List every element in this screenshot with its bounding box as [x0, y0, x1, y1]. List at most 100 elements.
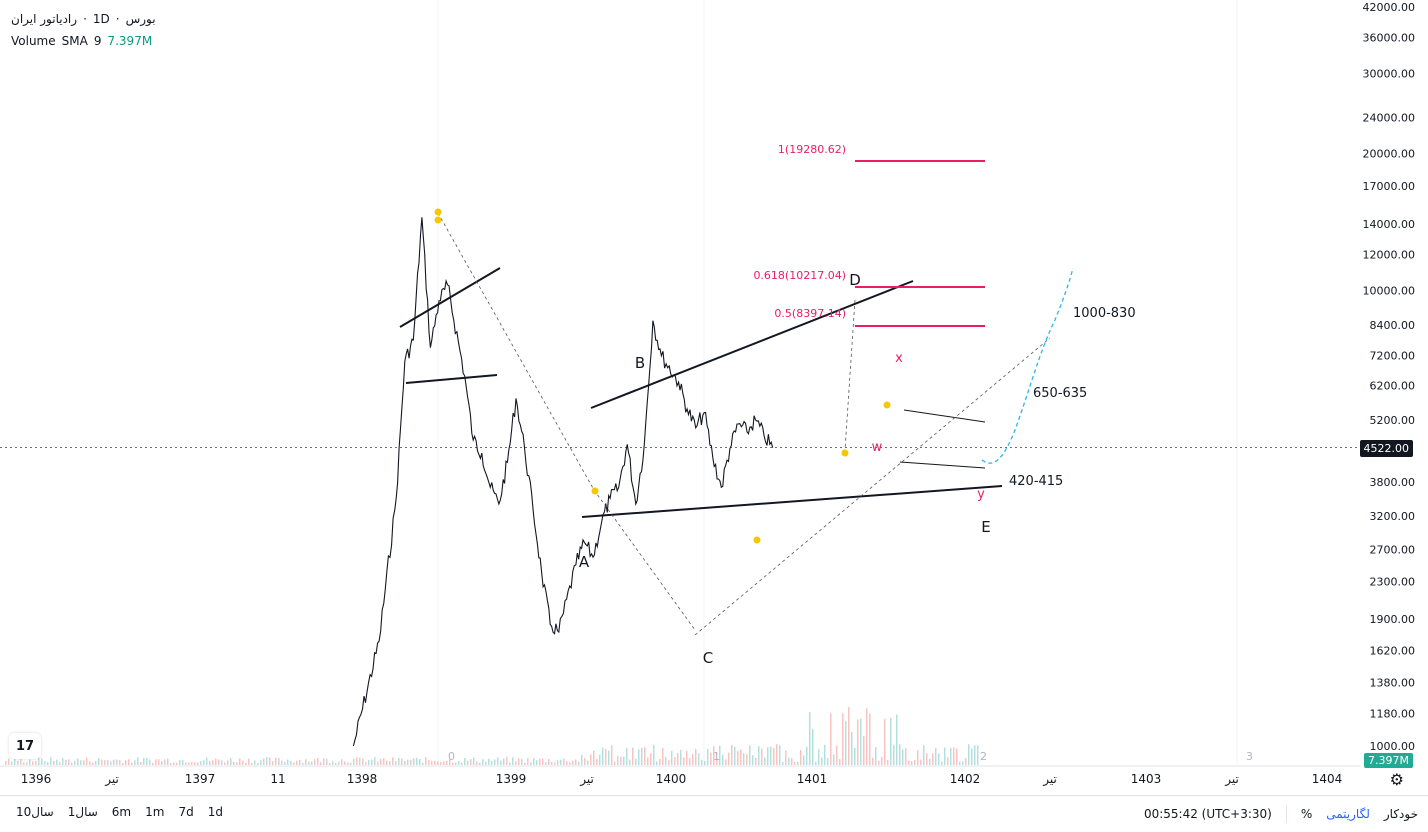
price-tick-label: 1900.00	[1370, 613, 1416, 626]
price-tick-label: 3800.00	[1370, 476, 1416, 489]
volume-bar	[386, 760, 388, 765]
price-tick-label: 1380.00	[1370, 676, 1416, 689]
price-tick-label: 1620.00	[1370, 645, 1416, 658]
volume-bar	[299, 759, 301, 765]
volume-bar	[464, 757, 466, 765]
volume-bar	[557, 760, 559, 765]
symbol-title[interactable]: رادیاتور ایران	[11, 12, 78, 26]
trend-line	[399, 267, 501, 328]
volume-bar	[608, 750, 610, 765]
volume-bar	[50, 757, 52, 765]
price-chart[interactable]: 1(19280.62) 0.618(10217.04) 0.5(8397.14) A B…	[0, 0, 1428, 795]
range-6m[interactable]: 6m	[111, 805, 132, 819]
time-tick-label: 1396	[21, 772, 52, 786]
volume-bar	[653, 745, 655, 765]
time-tick-label: 1400	[656, 772, 687, 786]
volume-bar	[548, 758, 550, 765]
percent-toggle[interactable]: %	[1300, 807, 1313, 821]
volume-bar	[896, 714, 898, 765]
volume-bar	[968, 744, 970, 765]
auto-toggle[interactable]: خودکار	[1383, 807, 1418, 821]
range-7d[interactable]: 7d	[178, 805, 194, 819]
divider	[1285, 805, 1287, 823]
volume-bar	[584, 758, 586, 765]
volume-bar	[56, 759, 58, 765]
volume-bar	[371, 759, 373, 765]
bottom-toolbar: 10سال 1سال 6m 1m 7d 1d 00:55:42 (UTC+3:3…	[0, 795, 1428, 832]
volume-bar	[731, 745, 733, 765]
volume-bar	[905, 748, 907, 765]
volume-label[interactable]: Volume	[11, 34, 56, 48]
price-line	[352, 217, 774, 747]
volume-bar	[209, 760, 211, 765]
volume-bar	[962, 761, 964, 765]
pivot-marker	[434, 216, 442, 224]
volume-bar	[449, 758, 451, 765]
volume-bar	[41, 758, 43, 765]
volume-bar	[869, 713, 871, 765]
volume-bar	[530, 762, 532, 765]
volume-bar	[338, 761, 340, 765]
volume-bar	[203, 760, 205, 765]
tradingview-logo-icon[interactable]: 17	[9, 733, 41, 759]
volume-bar	[26, 762, 28, 765]
volume-bar	[167, 758, 169, 765]
volume-bar	[233, 761, 235, 765]
volume-bar	[563, 758, 565, 765]
volume-bar	[881, 756, 883, 765]
volume-bar	[596, 758, 598, 765]
volume-bar	[347, 762, 349, 765]
volume-bar	[761, 748, 763, 765]
volume-bar	[692, 754, 694, 765]
volume-bar	[749, 745, 751, 765]
interval-label[interactable]: 1D	[92, 12, 110, 26]
settings-gear-icon[interactable]: ⚙	[1389, 770, 1404, 789]
volume-bar	[764, 757, 766, 765]
volume-bar	[161, 761, 163, 765]
volume-bar	[380, 758, 382, 765]
projection-path	[981, 267, 1074, 464]
volume-bar	[788, 757, 790, 765]
volume-bar	[452, 762, 454, 765]
volume-bar	[206, 757, 208, 765]
volume-bar	[311, 761, 313, 765]
range-1y[interactable]: 1سال	[67, 805, 98, 819]
volume-bar	[443, 761, 445, 765]
volume-bar	[587, 760, 589, 765]
range-10y[interactable]: 10سال	[16, 805, 54, 819]
volume-bar	[188, 762, 190, 765]
volume-bar	[575, 759, 577, 765]
volume-bar	[695, 748, 697, 765]
volume-bar	[536, 760, 538, 765]
volume-bar	[110, 761, 112, 765]
range-1d[interactable]: 1d	[207, 805, 223, 819]
volume-bar	[728, 752, 730, 765]
volume-bar	[518, 758, 520, 765]
volume-bar	[20, 758, 22, 765]
volume-bar	[791, 758, 793, 765]
volume-bar	[398, 758, 400, 765]
volume-bar	[239, 758, 241, 765]
time-tick-label: 11	[270, 772, 285, 786]
volume-bar	[479, 762, 481, 765]
price-tick-label: 36000.00	[1363, 31, 1416, 44]
log-toggle[interactable]: لگاریتمی	[1326, 807, 1370, 821]
price-tick-label: 30000.00	[1363, 68, 1416, 81]
volume-bar	[296, 760, 298, 765]
volume-bar	[158, 759, 160, 765]
time-tick-label: تیر	[104, 772, 119, 787]
volume-bar	[947, 757, 949, 765]
sma-period: 9	[93, 34, 102, 48]
volume-bar	[290, 760, 292, 765]
volume-bar	[965, 758, 967, 765]
range-1m[interactable]: 1m	[145, 805, 165, 819]
volume-bar	[533, 758, 535, 765]
pane-number-label: 3	[1246, 750, 1253, 763]
volume-bar	[593, 750, 595, 765]
clock-timezone[interactable]: 00:55:42 (UTC+3:30)	[1143, 807, 1272, 821]
volume-bar	[104, 760, 106, 765]
volume-bar	[932, 753, 934, 765]
volume-bar	[824, 744, 826, 765]
volume-bar	[245, 762, 247, 765]
